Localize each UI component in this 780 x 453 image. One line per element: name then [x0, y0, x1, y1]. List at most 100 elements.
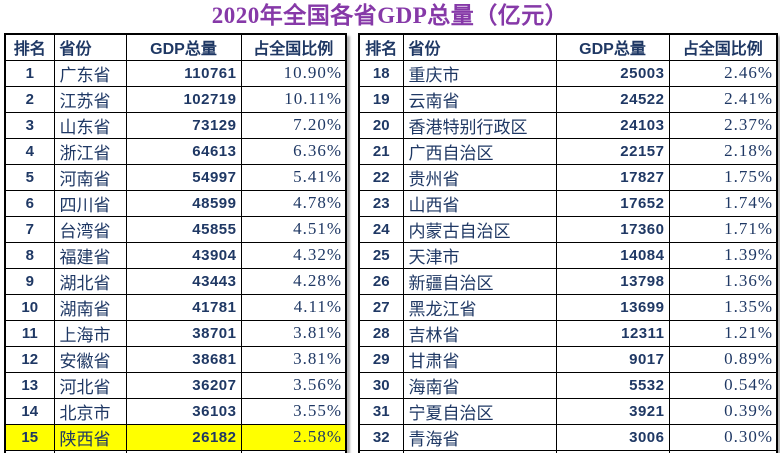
province-cell: 山西省 — [402, 189, 557, 217]
gdp-value-cell: 9017 — [555, 345, 670, 373]
province-cell: 广东省 — [53, 59, 127, 87]
share-value-cell: 1.35% — [668, 293, 778, 321]
province-cell: 青海省 — [402, 423, 557, 451]
gdp-value-cell: 5532 — [555, 371, 670, 399]
table-row: 24 内蒙古自治区 17360 1.71% — [358, 215, 778, 243]
rank-cell: 11 — [4, 319, 55, 347]
share-value-cell: 3.55% — [240, 397, 347, 425]
province-cell: 湖北省 — [53, 267, 127, 295]
rank-cell: 31 — [358, 397, 404, 425]
table-row: 22 贵州省 17827 1.75% — [358, 163, 778, 191]
rank-cell: 13 — [4, 371, 55, 399]
table-row: 28 吉林省 12311 1.21% — [358, 319, 778, 347]
gdp-value-cell: 45855 — [125, 215, 242, 243]
province-cell: 台湾省 — [53, 215, 127, 243]
table-row: 11 上海市 38701 3.81% — [4, 319, 347, 347]
share-value-cell: 4.28% — [240, 267, 347, 295]
province-cell: 四川省 — [53, 189, 127, 217]
table-row: 14 北京市 36103 3.55% — [4, 397, 347, 425]
rank-cell: 25 — [358, 241, 404, 269]
province-cell: 上海市 — [53, 319, 127, 347]
province-cell: 香港特别行政区 — [402, 111, 557, 139]
rank-cell: 29 — [358, 345, 404, 373]
table-row: 12 安徽省 38681 3.81% — [4, 345, 347, 373]
table-row: 32 青海省 3006 0.30% — [358, 423, 778, 451]
table-row: 27 黑龙江省 13699 1.35% — [358, 293, 778, 321]
gdp-value-cell: 24522 — [555, 85, 670, 113]
table-row: 7 台湾省 45855 4.51% — [4, 215, 347, 243]
gdp-table-left-body: 1 广东省 110761 10.90% 2 江苏省 102719 10.11% 3 山东省 7312… — [4, 59, 347, 453]
gdp-value-cell: 13699 — [555, 293, 670, 321]
share-value-cell: 7.20% — [240, 111, 347, 139]
gdp-value-cell: 110761 — [125, 59, 242, 87]
share-value-cell: 4.32% — [240, 241, 347, 269]
gdp-value-cell: 17827 — [555, 163, 670, 191]
gdp-value-cell: 12311 — [555, 319, 670, 347]
table-row: 16江西省256922.53% — [4, 449, 347, 453]
share-value-cell: 0.89% — [668, 345, 778, 373]
column-header-rank: 排名 — [358, 33, 404, 61]
gdp-table-right-header: 排名 省份 GDP总量 占全国比例 — [358, 33, 778, 61]
province-cell: 贵州省 — [402, 163, 557, 191]
province-cell: 河南省 — [53, 163, 127, 191]
rank-cell: 6 — [4, 189, 55, 217]
province-cell: 北京市 — [53, 397, 127, 425]
tables-container: 排名 省份 GDP总量 占全国比例 1 广东省 110761 10.90% 2 江苏省 10… — [0, 33, 780, 453]
province-cell: 广西自治区 — [402, 137, 557, 165]
table-row: 33西藏自治区19030.19% — [358, 449, 778, 453]
rank-cell: 18 — [358, 59, 404, 87]
share-value-cell: 4.11% — [240, 293, 347, 321]
share-value-cell: 4.78% — [240, 189, 347, 217]
share-value-cell: 3.81% — [240, 319, 347, 347]
page-title: 2020年全国各省GDP总量（亿元） — [211, 3, 569, 28]
gdp-value-cell: 54997 — [125, 163, 242, 191]
rank-cell: 15 — [4, 423, 55, 451]
share-value-cell: 1.21% — [668, 319, 778, 347]
province-cell: 吉林省 — [402, 319, 557, 347]
gdp-value-cell: 3006 — [555, 423, 670, 451]
province-cell: 浙江省 — [53, 137, 127, 165]
table-row: 9 湖北省 43443 4.28% — [4, 267, 347, 295]
share-value-cell: 3.81% — [240, 345, 347, 373]
rank-cell: 28 — [358, 319, 404, 347]
rank-cell: 26 — [358, 267, 404, 295]
share-value-cell: 1.75% — [668, 163, 778, 191]
column-header-province: 省份 — [402, 33, 557, 61]
share-value-cell: 10.11% — [240, 85, 347, 113]
province-cell: 海南省 — [402, 371, 557, 399]
share-value-cell: 1.39% — [668, 241, 778, 269]
share-value-cell: 2.18% — [668, 137, 778, 165]
column-header-share: 占全国比例 — [240, 33, 347, 61]
gdp-value-cell: 14084 — [555, 241, 670, 269]
province-cell: 新疆自治区 — [402, 267, 557, 295]
rank-cell: 21 — [358, 137, 404, 165]
share-value-cell: 2.41% — [668, 85, 778, 113]
gdp-value-cell: 22157 — [555, 137, 670, 165]
table-row: 20 香港特别行政区 24103 2.37% — [358, 111, 778, 139]
rank-cell: 12 — [4, 345, 55, 373]
province-cell: 陕西省 — [53, 423, 127, 451]
table-row: 30 海南省 5532 0.54% — [358, 371, 778, 399]
gdp-value-cell: 36103 — [125, 397, 242, 425]
share-value-cell: 0.19% — [668, 449, 778, 453]
table-row: 10 湖南省 41781 4.11% — [4, 293, 347, 321]
share-value-cell: 1.36% — [668, 267, 778, 295]
gdp-value-cell: 102719 — [125, 85, 242, 113]
rank-cell: 2 — [4, 85, 55, 113]
gdp-value-cell: 17360 — [555, 215, 670, 243]
gdp-value-cell: 17652 — [555, 189, 670, 217]
gdp-value-cell: 41781 — [125, 293, 242, 321]
share-value-cell: 1.74% — [668, 189, 778, 217]
table-row: 23 山西省 17652 1.74% — [358, 189, 778, 217]
table-row: 4 浙江省 64613 6.36% — [4, 137, 347, 165]
gdp-value-cell: 48599 — [125, 189, 242, 217]
gdp-value-cell: 38701 — [125, 319, 242, 347]
province-cell: 内蒙古自治区 — [402, 215, 557, 243]
table-row: 5 河南省 54997 5.41% — [4, 163, 347, 191]
province-cell: 安徽省 — [53, 345, 127, 373]
table-row-highlighted: 15 陕西省 26182 2.58% — [4, 423, 347, 451]
province-cell: 宁夏自治区 — [402, 397, 557, 425]
rank-cell: 3 — [4, 111, 55, 139]
gdp-value-cell: 3921 — [555, 397, 670, 425]
gdp-table-right-body: 18 重庆市 25003 2.46% 19 云南省 24522 2.41% 20 香港特别行政区 2… — [358, 59, 778, 453]
